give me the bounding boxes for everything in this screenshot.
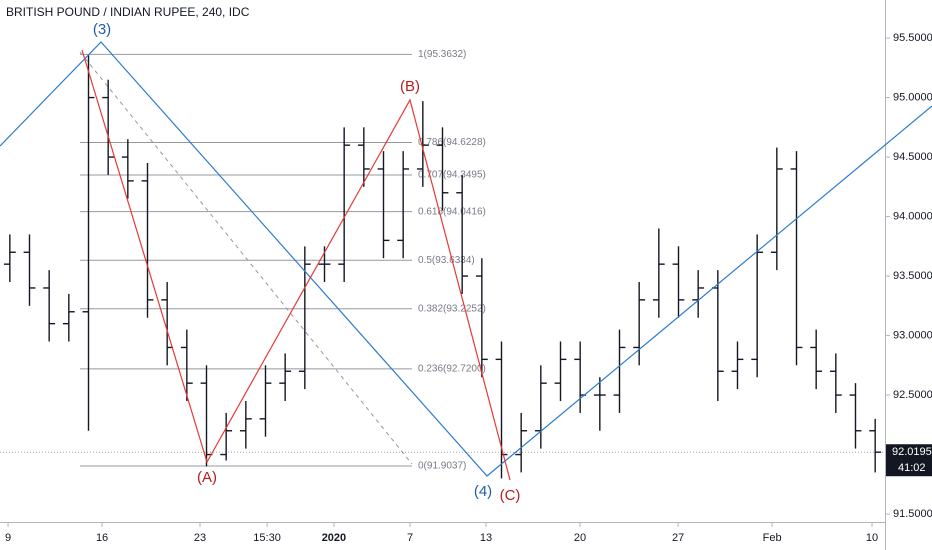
fib-retracement: 1(95.3632) 0.786(94.6228) 0.707(94.3495) 0.…: [80, 49, 486, 472]
fib-label: 0.5(93.6334): [418, 255, 475, 266]
wave-label: (4): [474, 483, 492, 500]
fib-label: 0.236(92.7200): [418, 364, 486, 375]
y-tick-label: 95.5000: [893, 32, 932, 44]
wave-label: (B): [400, 78, 420, 95]
axes: 91.500092.000092.500093.000093.500094.00…: [0, 32, 932, 544]
x-tick-label: 13: [480, 532, 492, 544]
fib-label: 0.707(94.3495): [418, 170, 486, 181]
fib-label: 0.618(94.0416): [418, 206, 486, 217]
wave-label: (C): [500, 487, 521, 504]
chart-title: BRITISH POUND / INDIAN RUPEE, 240, IDC: [6, 5, 250, 19]
y-tick-label: 93.5000: [893, 270, 932, 282]
wave-label: (A): [197, 469, 217, 486]
fib-label: 0.786(94.6228): [418, 137, 486, 148]
x-tick-label: 23: [194, 532, 206, 544]
y-tick-label: 95.0000: [893, 91, 932, 103]
impulse-wave: [0, 41, 932, 477]
countdown-label: 41:02: [898, 462, 926, 474]
fib-label: 1(95.3632): [418, 49, 466, 60]
fib-label: 0(91.9037): [418, 461, 466, 472]
ohlc-bars: [3, 54, 882, 479]
wave-label: (3): [93, 21, 111, 38]
last-price-tag: [886, 444, 932, 477]
last-price-label: 92.0195: [892, 446, 932, 458]
correction-wave: [81, 49, 511, 481]
x-tick-label: 16: [96, 532, 108, 544]
x-tick-label: Feb: [763, 532, 782, 544]
y-tick-label: 91.5000: [893, 508, 932, 520]
x-tick-label: 20: [574, 532, 586, 544]
y-tick-label: 94.5000: [893, 151, 932, 163]
x-tick-label: 2020: [322, 532, 346, 544]
fib-trend-line: [79, 51, 413, 465]
fib-label: 0.382(93.2252): [418, 303, 486, 314]
x-tick-label: 27: [672, 532, 684, 544]
x-tick-label: 9: [5, 532, 11, 544]
y-tick-label: 93.0000: [893, 329, 932, 341]
y-tick-label: 94.0000: [893, 210, 932, 222]
x-tick-label: 10: [866, 532, 878, 544]
x-tick-label: 7: [407, 532, 413, 544]
x-tick-label: 15:30: [253, 532, 281, 544]
y-tick-label: 92.5000: [893, 389, 932, 401]
